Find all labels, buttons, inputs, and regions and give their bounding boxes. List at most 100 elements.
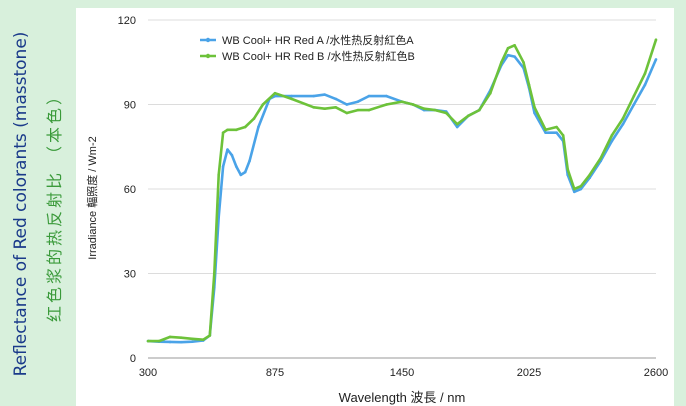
x-axis-ticks: 300 875 1450 2025 2600 bbox=[139, 367, 668, 379]
y-tick-label: 30 bbox=[124, 269, 136, 281]
legend-label: WB Cool+ HR Red A /水性热反射紅色A bbox=[222, 33, 414, 47]
data-point bbox=[190, 337, 194, 341]
data-point bbox=[522, 60, 525, 64]
data-point bbox=[356, 100, 360, 103]
data-point bbox=[221, 165, 225, 168]
data-point bbox=[179, 336, 183, 340]
side-title: Reflectance of Red colorants (masstone) … bbox=[11, 32, 64, 377]
data-point bbox=[290, 97, 293, 101]
data-point bbox=[610, 134, 614, 137]
data-point bbox=[621, 117, 625, 120]
y-tick-label: 0 bbox=[130, 353, 136, 365]
data-point bbox=[221, 131, 225, 134]
x-tick-label: 300 bbox=[139, 367, 157, 379]
data-point bbox=[544, 131, 547, 134]
data-point bbox=[643, 83, 647, 87]
x-tick-label: 2600 bbox=[644, 367, 668, 379]
data-point bbox=[201, 338, 205, 341]
y-axis-label: Irradiance 輻照度 / Wm-2 bbox=[85, 136, 99, 259]
chart: 0 30 60 90 120 300 875 1450 2025 2600 WB Cool+ H… bbox=[85, 15, 668, 405]
data-point bbox=[157, 339, 161, 343]
data-point bbox=[168, 335, 172, 339]
data-point bbox=[579, 187, 583, 191]
y-tick-label: 120 bbox=[118, 15, 136, 27]
data-point bbox=[572, 190, 576, 194]
data-point bbox=[323, 93, 326, 96]
data-point bbox=[500, 60, 503, 64]
grid bbox=[148, 19, 656, 359]
data-point bbox=[444, 111, 448, 115]
series-0 bbox=[146, 53, 658, 344]
data-point bbox=[179, 340, 183, 344]
legend-entry: WB Cool+ HR Red B /水性热反射紅色B bbox=[200, 49, 415, 63]
data-point bbox=[243, 170, 247, 174]
data-point bbox=[455, 125, 459, 129]
data-point bbox=[513, 44, 516, 47]
data-point bbox=[235, 128, 238, 132]
data-point bbox=[533, 111, 536, 115]
series-line bbox=[147, 53, 658, 344]
y-tick-label: 60 bbox=[124, 184, 136, 196]
plot-panel: 0 30 60 90 120 300 875 1450 2025 2600 WB Cool+ H… bbox=[76, 8, 674, 406]
side-title-chinese: 红色浆的热反射比 （本色） bbox=[45, 86, 64, 322]
data-point bbox=[212, 272, 216, 275]
data-point bbox=[610, 139, 614, 143]
data-point bbox=[411, 103, 415, 106]
data-point bbox=[208, 334, 212, 337]
data-point bbox=[632, 103, 636, 106]
data-point bbox=[527, 83, 531, 87]
series-layer bbox=[146, 38, 658, 344]
data-point bbox=[506, 46, 510, 50]
x-tick-label: 2025 bbox=[517, 367, 541, 379]
x-tick-label: 1450 bbox=[390, 367, 414, 379]
data-point bbox=[261, 103, 265, 106]
data-point bbox=[544, 128, 547, 132]
data-point bbox=[217, 173, 220, 177]
x-tick-label: 875 bbox=[266, 367, 284, 379]
data-point bbox=[621, 122, 625, 126]
data-point bbox=[248, 159, 251, 163]
data-point bbox=[466, 114, 470, 118]
data-point bbox=[345, 111, 349, 115]
data-point bbox=[235, 165, 238, 168]
data-point bbox=[334, 97, 338, 101]
x-axis-label: Wavelength 波長 / nm bbox=[339, 390, 466, 405]
data-point bbox=[422, 107, 426, 111]
data-point bbox=[455, 122, 459, 126]
data-point bbox=[356, 108, 360, 112]
data-point bbox=[345, 103, 349, 106]
legend: WB Cool+ HR Red A /水性热反射紅色A WB Cool+ HR R… bbox=[200, 33, 415, 63]
data-point bbox=[579, 184, 583, 188]
data-point bbox=[572, 187, 576, 191]
data-point bbox=[226, 148, 229, 151]
y-axis-ticks: 0 30 60 90 120 bbox=[118, 15, 136, 365]
data-point bbox=[230, 153, 234, 157]
data-point bbox=[190, 340, 194, 343]
data-point bbox=[323, 107, 326, 111]
data-point bbox=[226, 128, 229, 132]
data-point bbox=[312, 94, 315, 98]
data-point bbox=[555, 125, 558, 129]
data-point bbox=[654, 38, 658, 42]
data-point bbox=[290, 94, 293, 98]
data-point bbox=[312, 106, 315, 109]
data-point bbox=[478, 108, 481, 112]
data-point bbox=[489, 91, 492, 95]
data-point bbox=[367, 94, 371, 98]
data-point bbox=[433, 108, 437, 112]
data-point bbox=[599, 156, 603, 160]
data-point bbox=[506, 53, 510, 57]
data-point bbox=[334, 106, 338, 109]
data-point bbox=[654, 58, 658, 61]
data-point bbox=[632, 94, 636, 98]
series-line bbox=[148, 39, 658, 343]
data-point bbox=[168, 340, 172, 344]
data-point bbox=[566, 167, 569, 171]
y-tick-label: 90 bbox=[124, 100, 136, 112]
data-point bbox=[257, 125, 260, 129]
data-point bbox=[400, 100, 404, 103]
data-point bbox=[239, 173, 243, 177]
data-point bbox=[561, 134, 565, 137]
data-point bbox=[273, 91, 277, 95]
data-point bbox=[513, 55, 516, 58]
